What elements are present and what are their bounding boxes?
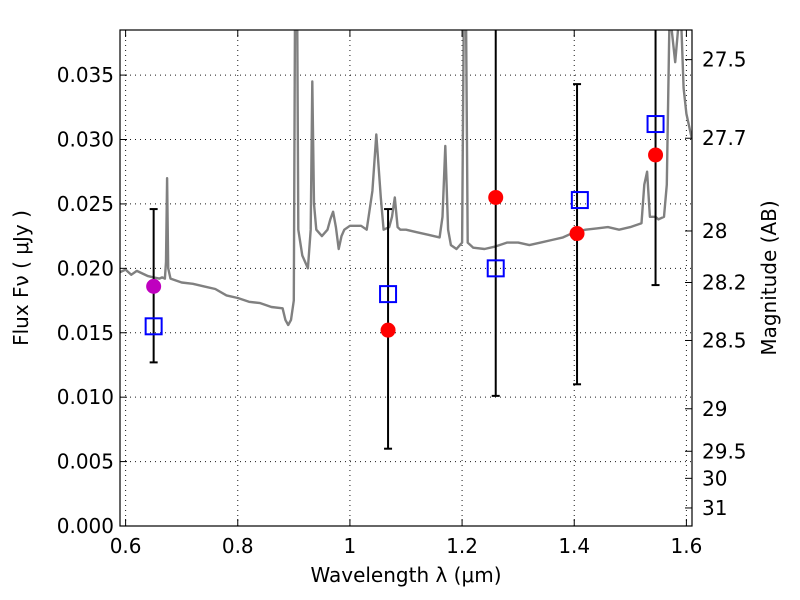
x-tick-label: 1 bbox=[344, 534, 357, 558]
y2-tick-label: 29.5 bbox=[702, 439, 747, 463]
y-tick-label: 0.000 bbox=[57, 514, 114, 538]
data-point-square bbox=[646, 115, 665, 134]
y-axis-label: Flux Fν ( μJy ) bbox=[9, 210, 33, 346]
y2-tick-label: 31 bbox=[702, 496, 727, 520]
data-point-square bbox=[144, 317, 163, 336]
grid-lines bbox=[120, 30, 692, 526]
x-axis-label: Wavelength λ (μm) bbox=[310, 563, 501, 587]
x-axis-ticks: 0.6 0.8 1 1.2 1.4 1.6 bbox=[110, 30, 702, 558]
data-point-circle bbox=[380, 322, 396, 338]
y2-tick-label: 29 bbox=[702, 397, 727, 421]
y2-tick-label: 28.2 bbox=[702, 271, 747, 295]
plot-data bbox=[120, 30, 692, 327]
x-tick-label: 0.8 bbox=[222, 534, 254, 558]
x-tick-label: 1.4 bbox=[558, 534, 590, 558]
data-point-circle bbox=[648, 147, 664, 163]
data-markers bbox=[144, 115, 665, 338]
plot-frame bbox=[119, 29, 693, 527]
y2-axis-ticks: 27.5 27.7 28 28.2 28.5 29 29.5 30 31 bbox=[685, 48, 747, 520]
y2-tick-label: 30 bbox=[702, 466, 727, 490]
y2-tick-label: 27.7 bbox=[702, 126, 747, 150]
y2-axis-label: Magnitude (AB) bbox=[757, 200, 781, 355]
data-point-square bbox=[379, 285, 398, 304]
y-tick-label: 0.035 bbox=[57, 63, 114, 87]
data-point-circle bbox=[488, 189, 504, 205]
y2-tick-label: 28 bbox=[702, 219, 727, 243]
y2-tick-label: 28.5 bbox=[702, 328, 747, 352]
y-tick-label: 0.015 bbox=[57, 321, 114, 345]
x-tick-label: 1.2 bbox=[446, 534, 478, 558]
x-tick-label: 1.6 bbox=[670, 534, 702, 558]
y-tick-label: 0.010 bbox=[57, 385, 114, 409]
y-tick-label: 0.005 bbox=[57, 450, 114, 474]
x-tick-label: 0.6 bbox=[110, 534, 142, 558]
data-point-circle bbox=[146, 278, 162, 294]
data-point-square bbox=[486, 259, 505, 278]
y-tick-label: 0.025 bbox=[57, 192, 114, 216]
y2-tick-label: 27.5 bbox=[702, 48, 747, 72]
data-point-square bbox=[570, 191, 589, 210]
y-tick-label: 0.020 bbox=[57, 256, 114, 280]
y-axis-ticks: 0.000 0.005 0.010 0.015 0.020 0.025 0.030 0.035 bbox=[57, 63, 127, 538]
spectrum-line bbox=[120, 30, 692, 327]
y-tick-label: 0.030 bbox=[57, 128, 114, 152]
data-point-circle bbox=[569, 226, 585, 242]
